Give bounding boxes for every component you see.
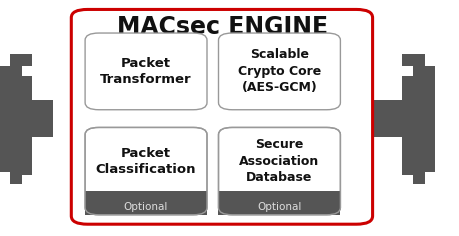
FancyBboxPatch shape [424,172,434,194]
Text: Optional: Optional [257,202,301,212]
Text: Secure
Association
Database: Secure Association Database [239,139,319,184]
FancyBboxPatch shape [372,100,402,137]
FancyBboxPatch shape [424,45,434,66]
FancyBboxPatch shape [0,172,10,194]
FancyBboxPatch shape [218,33,340,110]
FancyBboxPatch shape [10,45,32,54]
FancyBboxPatch shape [402,66,412,76]
FancyBboxPatch shape [22,66,32,76]
FancyBboxPatch shape [71,9,372,224]
Text: Packet
Transformer: Packet Transformer [100,57,191,86]
FancyBboxPatch shape [402,175,412,184]
Text: Packet
Classification: Packet Classification [95,147,196,176]
Text: Optional: Optional [123,202,168,212]
FancyBboxPatch shape [402,184,424,194]
FancyBboxPatch shape [85,127,207,215]
FancyBboxPatch shape [218,198,340,215]
FancyBboxPatch shape [402,45,424,54]
FancyBboxPatch shape [218,127,340,215]
FancyBboxPatch shape [218,191,340,215]
FancyBboxPatch shape [0,45,32,194]
Text: Scalable
Crypto Core
(AES-GCM): Scalable Crypto Core (AES-GCM) [237,48,320,94]
FancyBboxPatch shape [22,175,32,184]
FancyBboxPatch shape [85,198,207,215]
FancyBboxPatch shape [0,45,10,66]
FancyBboxPatch shape [10,184,32,194]
FancyBboxPatch shape [85,33,207,110]
FancyBboxPatch shape [32,100,53,137]
FancyBboxPatch shape [402,45,434,194]
FancyBboxPatch shape [85,191,207,215]
Text: MACsec ENGINE: MACsec ENGINE [117,15,327,39]
